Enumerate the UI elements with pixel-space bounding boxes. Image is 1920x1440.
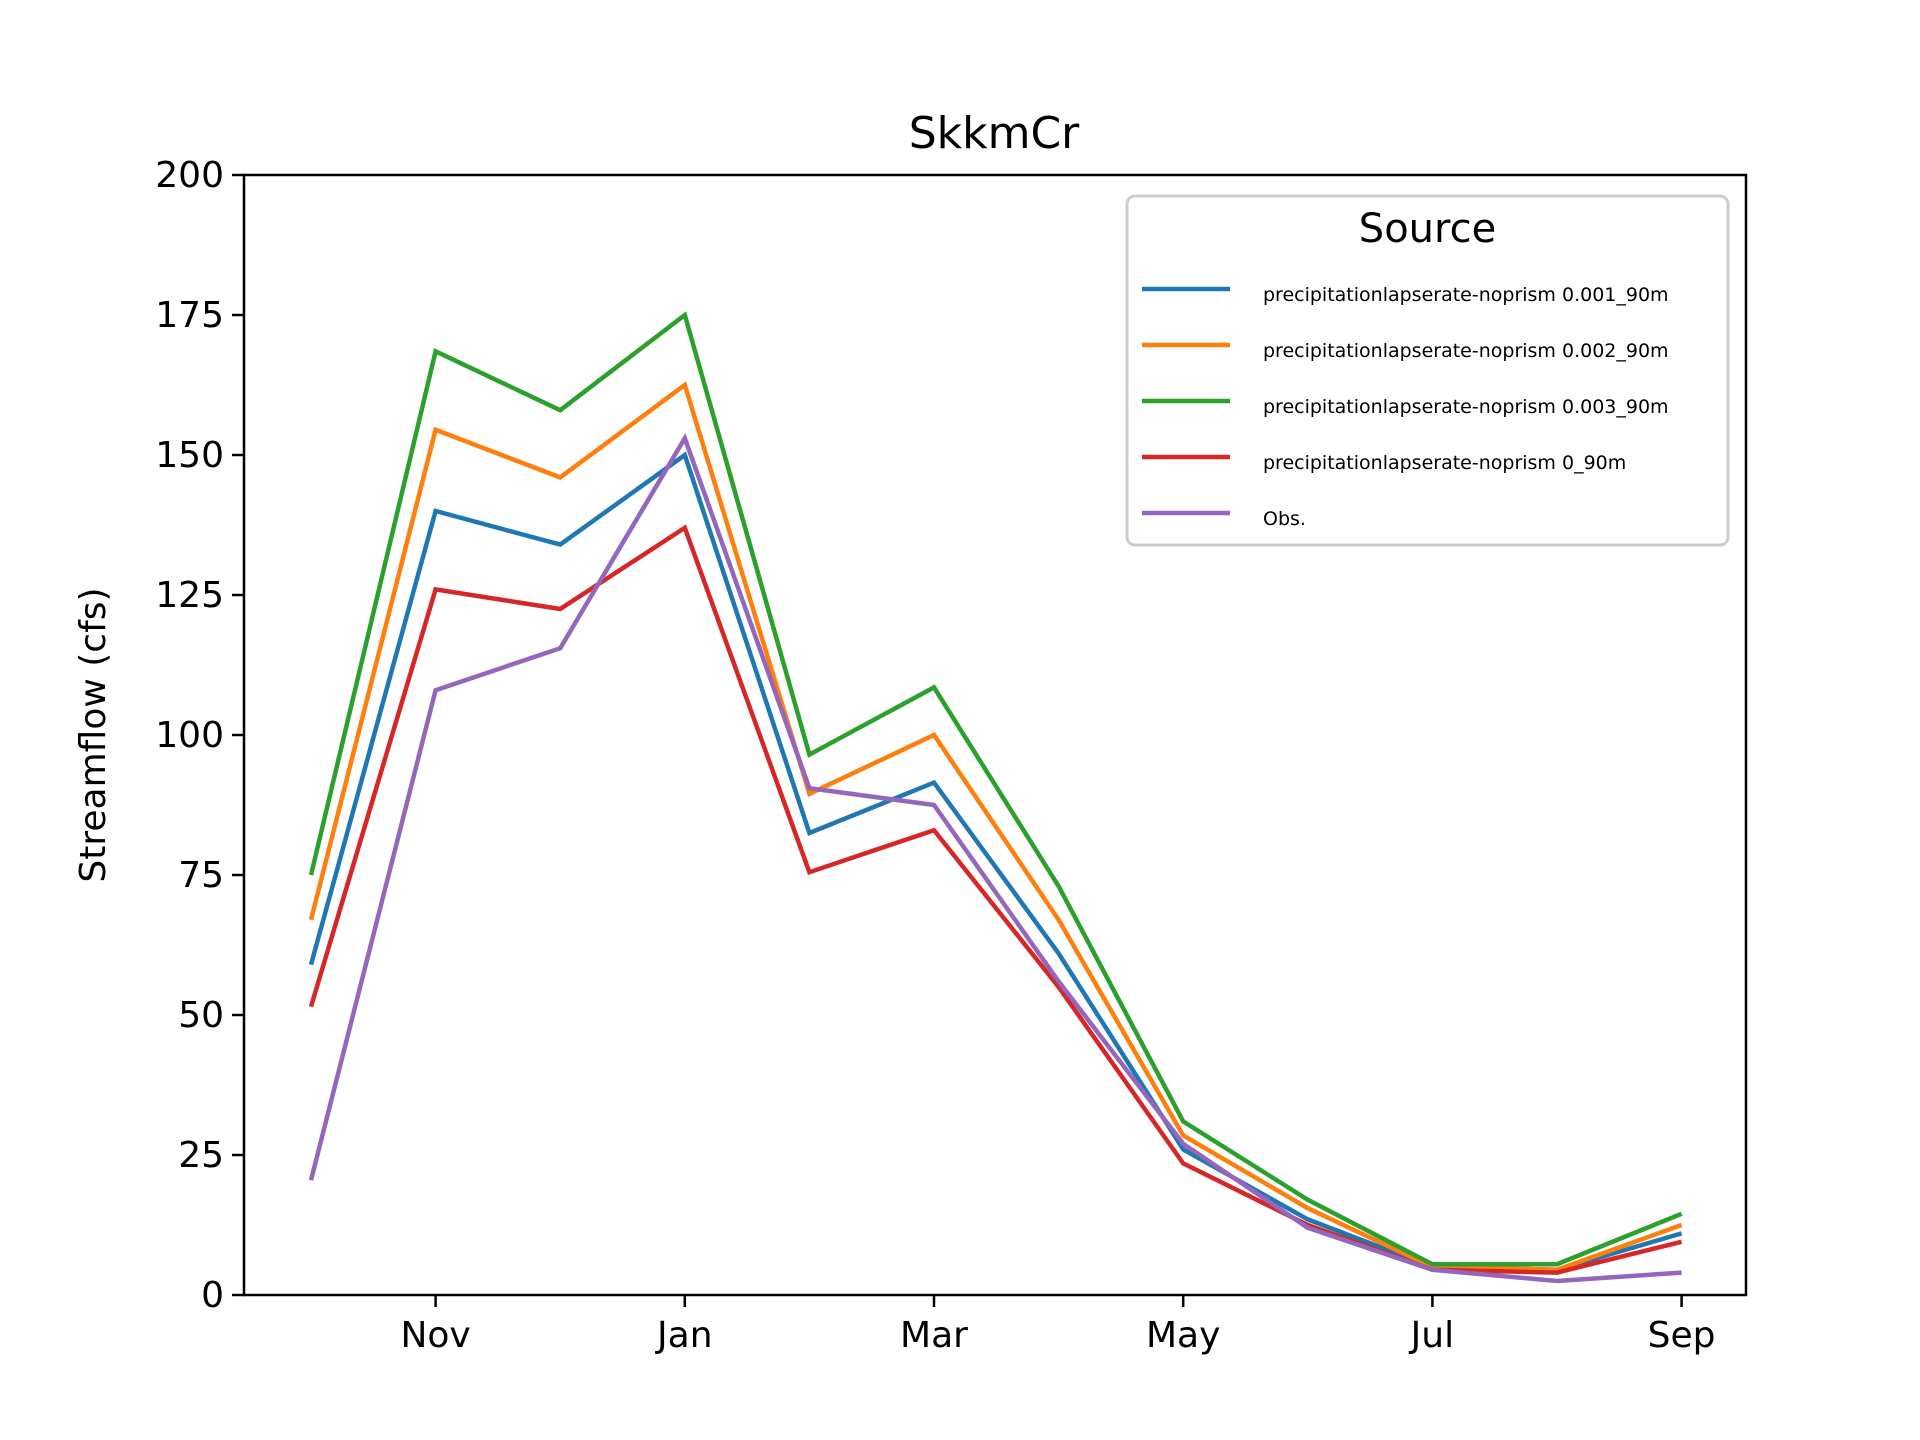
plot-area: 0 25 50 75 100 125 150 175 200 Nov Jan Mar May Jul Sep [155,155,1715,1356]
series-line-0 [308,451,1683,1273]
series-line-3 [308,524,1683,1275]
series-line-4 [308,432,1682,1284]
x-tick-label: Jan [655,1315,713,1356]
y-tick-label: 50 [178,995,224,1036]
chart-title: SkkmCr [909,108,1080,159]
y-tick-label: 200 [155,155,224,196]
y-tick-label: 75 [178,855,224,896]
y-tick-label: 175 [155,295,224,336]
plot-frame [242,173,1748,1297]
x-tick-label: May [1146,1315,1220,1356]
y-tick-label: 100 [155,715,224,756]
legend: Source precipitationlapserate-noprism 0.0… [1125,194,1730,547]
legend-box [1125,194,1730,547]
x-tick-label: Mar [900,1315,968,1356]
legend-entry-label: precipitationlapserate-noprism 0.003_90m [1263,396,1669,418]
legend-entry-label: precipitationlapserate-noprism 0.001_90m [1263,284,1669,306]
x-tick-label: Jul [1409,1315,1454,1356]
x-tick-label: Sep [1648,1315,1716,1356]
y-tick-label: 125 [155,575,224,616]
series-line-1 [308,381,1683,1273]
y-tick-label: 0 [201,1275,224,1316]
y-tick-label: 150 [155,435,224,476]
legend-title: Source [1359,206,1496,252]
legend-entry-label: precipitationlapserate-noprism 0.002_90m [1263,340,1669,362]
y-axis-label: Streamflow (cfs) [73,587,114,882]
series-line-2 [308,311,1683,1267]
legend-entry-label: precipitationlapserate-noprism 0_90m [1263,452,1626,474]
y-tick-label: 25 [178,1135,224,1176]
legend-entry-label: Obs. [1263,508,1306,530]
x-tick-label: Nov [400,1315,470,1356]
